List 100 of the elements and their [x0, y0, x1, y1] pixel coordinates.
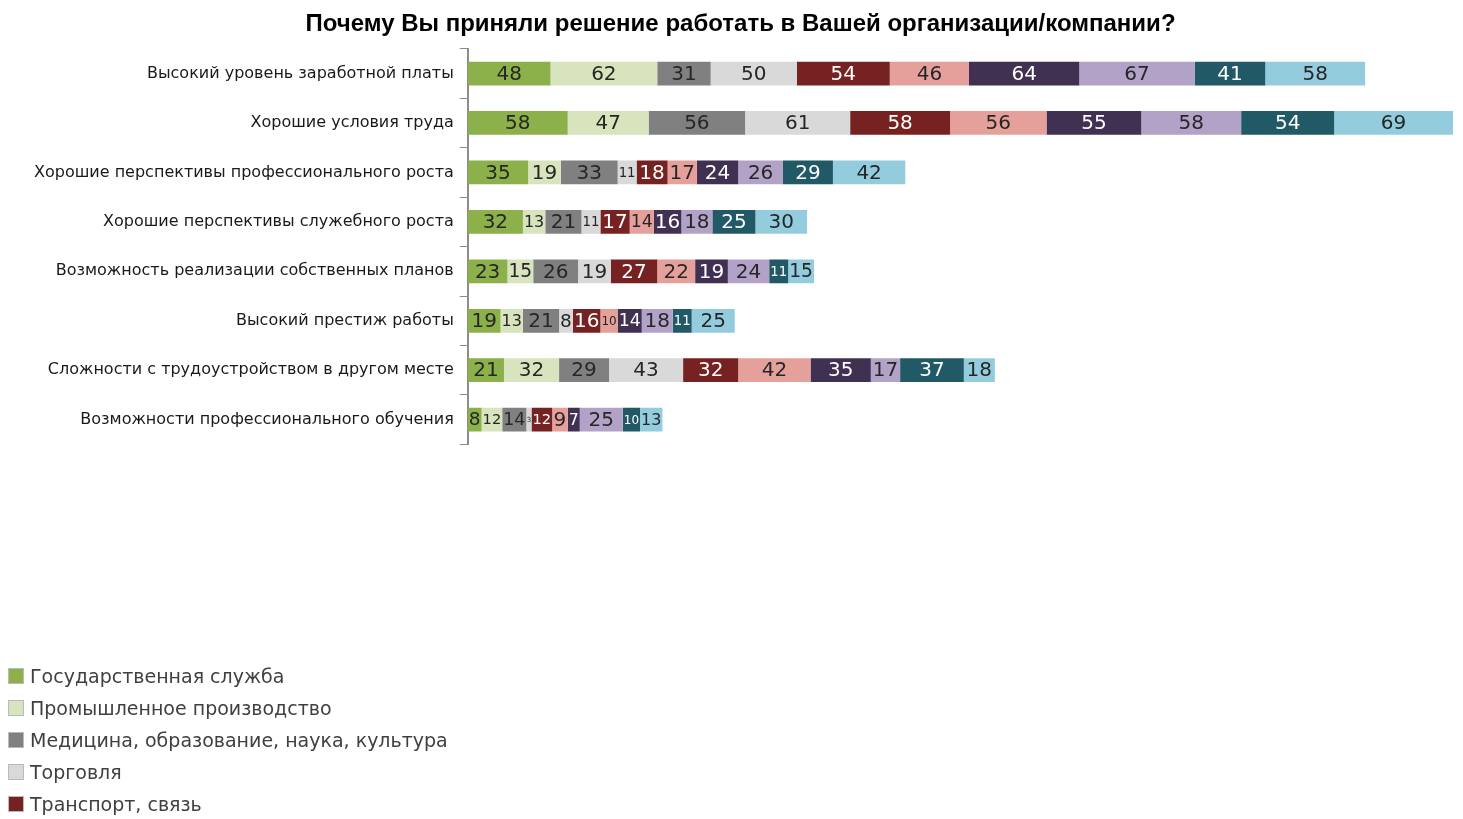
- data-label: 35: [485, 159, 511, 184]
- data-label: 23: [474, 258, 501, 283]
- y-tick-label: Возможность реализации собственных планов: [55, 260, 454, 280]
- data-label: 25: [721, 209, 747, 234]
- data-label: 55: [1081, 110, 1107, 135]
- data-label: 14: [630, 211, 653, 232]
- data-label: 21: [528, 307, 554, 332]
- legend-label: Государственная служба: [30, 665, 285, 687]
- data-label: 19: [581, 258, 608, 283]
- data-label: 48: [496, 60, 522, 85]
- data-label: 10: [623, 412, 640, 427]
- legend-label: Промышленное производство: [30, 697, 332, 719]
- data-label: 58: [505, 110, 531, 135]
- data-label: 9: [553, 406, 567, 431]
- data-label: 11: [770, 263, 788, 279]
- data-label: 13: [501, 310, 522, 330]
- bar: [550, 61, 658, 86]
- data-label: 18: [966, 357, 993, 382]
- data-label: 56: [985, 110, 1012, 135]
- data-label: 37: [919, 357, 945, 382]
- y-tick-label: Хорошие перспективы профессионального роста: [33, 161, 454, 181]
- data-label: 12: [482, 410, 502, 428]
- y-tick-label: Сложности с трудоустройством в другом месте: [47, 359, 454, 379]
- data-label: 26: [542, 258, 569, 283]
- data-label: 11: [618, 164, 636, 180]
- data-label: 18: [684, 209, 710, 234]
- data-label: 32: [482, 209, 509, 234]
- data-label: 19: [471, 307, 497, 332]
- bar: [745, 111, 851, 135]
- data-label: 42: [761, 357, 788, 382]
- data-label: 22: [663, 258, 689, 283]
- y-tick-label: Хорошие перспективы служебного роста: [103, 211, 454, 231]
- data-label: 46: [916, 60, 943, 85]
- data-label: 15: [789, 260, 813, 282]
- bar: [567, 111, 649, 135]
- data-label: 13: [641, 409, 662, 429]
- data-label: 29: [795, 159, 821, 184]
- data-label: 13: [523, 212, 545, 232]
- data-label: 54: [830, 60, 856, 85]
- bar: [1046, 111, 1142, 135]
- data-label: 18: [644, 307, 670, 332]
- data-label: 17: [872, 357, 899, 382]
- data-label: 10: [601, 313, 617, 328]
- data-label: 29: [571, 357, 597, 382]
- bar: [1141, 111, 1242, 135]
- bar: [609, 358, 684, 383]
- bar: [738, 358, 811, 383]
- data-label: 67: [1124, 60, 1150, 85]
- bar: [900, 358, 964, 383]
- data-label: 54: [1274, 110, 1301, 135]
- data-label: 17: [669, 159, 695, 184]
- data-label: 24: [735, 258, 762, 283]
- y-tick-label: Возможности профессионального обучения: [80, 408, 454, 428]
- data-label: 42: [856, 159, 882, 184]
- data-label: 16: [654, 209, 681, 234]
- legend-label: Торговля: [30, 761, 122, 783]
- bar: [648, 111, 746, 135]
- y-tick-label: Хорошие условия труда: [250, 112, 454, 132]
- data-label: 14: [503, 409, 526, 430]
- data-label: 17: [602, 209, 628, 234]
- data-label: 69: [1380, 110, 1407, 135]
- data-label: 47: [595, 110, 621, 135]
- bar: [850, 111, 951, 135]
- data-label: 64: [1011, 60, 1037, 85]
- data-label: 32: [518, 357, 545, 382]
- data-label: 14: [618, 310, 641, 331]
- legend-label: Медицина, образование, наука, культура: [30, 729, 448, 751]
- y-tick-label: Высокий престиж работы: [235, 309, 454, 329]
- data-label: 58: [1178, 110, 1204, 135]
- bar: [950, 111, 1047, 135]
- data-label: 16: [573, 307, 600, 332]
- data-label: 8: [468, 408, 481, 430]
- data-label: 24: [704, 159, 731, 184]
- data-label: 58: [1302, 60, 1328, 85]
- data-label: 21: [550, 209, 577, 234]
- bar: [467, 111, 568, 135]
- bar: [1241, 111, 1335, 135]
- bar: [526, 407, 532, 432]
- data-label: 11: [582, 214, 600, 230]
- data-label: 15: [508, 260, 533, 282]
- data-label: 33: [576, 159, 602, 184]
- data-label: 61: [784, 110, 811, 135]
- data-label: 50: [740, 60, 767, 85]
- data-label: 25: [588, 406, 614, 431]
- data-label: 11: [673, 313, 691, 329]
- data-label: 30: [768, 209, 794, 234]
- data-label: 56: [684, 110, 710, 135]
- data-label: 12: [532, 410, 552, 428]
- data-label: 19: [698, 258, 725, 283]
- data-label: 7: [568, 409, 579, 429]
- legend-label: Транспорт, связь: [30, 793, 202, 815]
- y-tick-label: Высокий уровень заработной платы: [146, 62, 454, 82]
- data-label: 18: [639, 159, 665, 184]
- bar: [1079, 61, 1195, 86]
- chart-title: Почему Вы приняли решение работать в Вашей организации/компании?: [305, 9, 1176, 37]
- data-label: 62: [591, 60, 617, 85]
- data-label: 21: [473, 357, 499, 382]
- data-label: 58: [887, 110, 913, 135]
- data-label: 8: [560, 309, 572, 331]
- data-label: 27: [621, 258, 647, 283]
